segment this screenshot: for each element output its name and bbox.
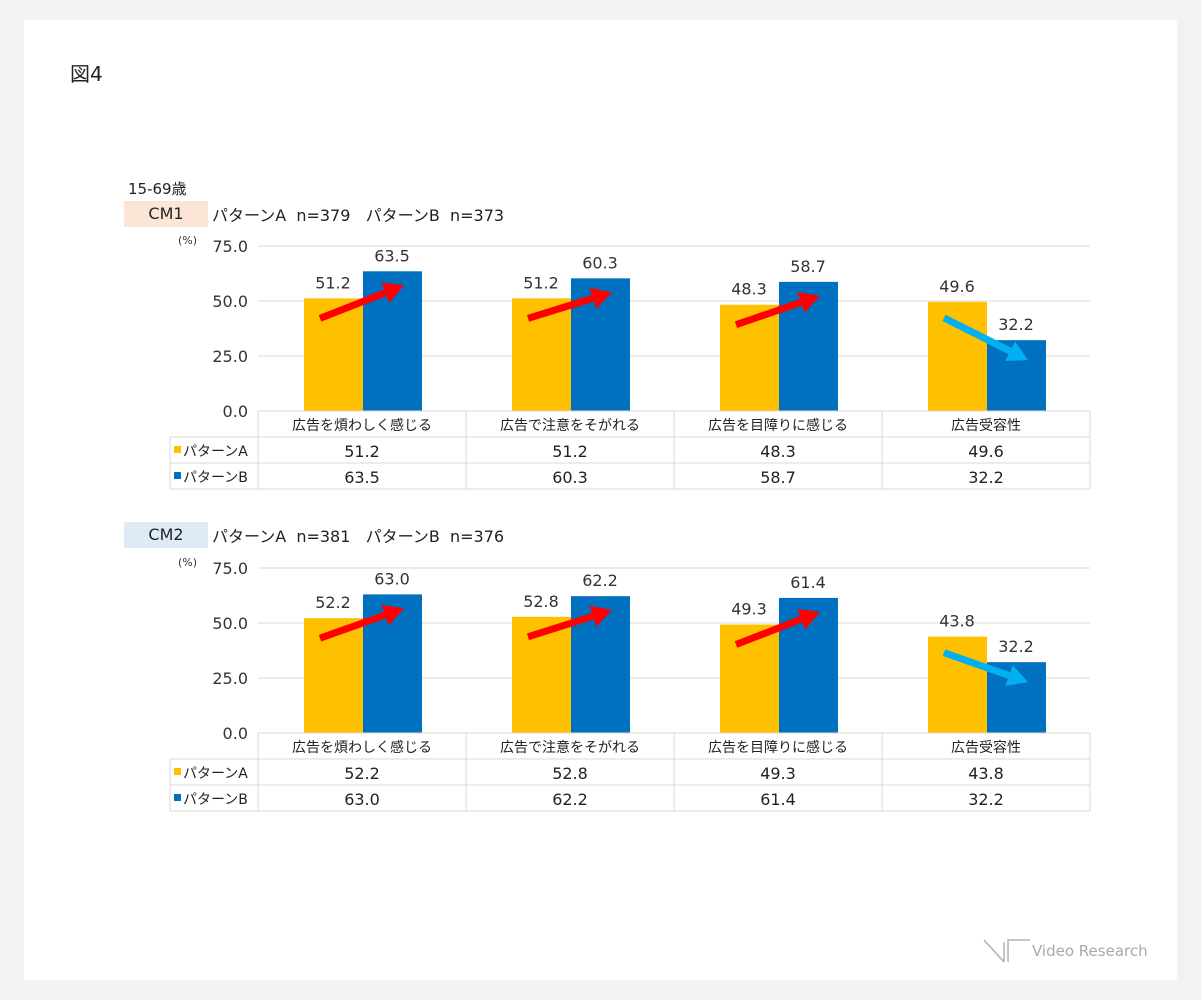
chart2-category-label: 広告で注意をそがれる	[500, 739, 640, 756]
chart2-increase-arrow	[318, 611, 387, 642]
chart1-data-label-a: 51.2	[315, 273, 351, 292]
cm2-tag: CM2	[124, 522, 208, 548]
figure-card	[24, 20, 1177, 980]
chart1-table-value: 32.2	[968, 468, 1004, 487]
chart1-decrease-arrow	[942, 314, 1012, 355]
chart1-increase-arrow	[526, 294, 594, 322]
chart2-bar-pattern-a	[304, 618, 363, 733]
chart2-y-tick-label: 50.0	[212, 614, 248, 633]
chart1-increase-arrowhead-icon	[589, 287, 612, 309]
chart2-data-label-a: 43.8	[939, 612, 975, 631]
cm1-tag: CM1	[124, 201, 208, 227]
chart1-y-tick-label: 50.0	[212, 292, 248, 311]
cm1-sample-size: パターンA n=379 パターンB n=373	[212, 206, 505, 225]
chart2-table-value: 32.2	[968, 790, 1004, 809]
chart2-data-label-a: 52.8	[523, 592, 559, 611]
chart2-legend-swatch-a	[174, 768, 181, 775]
chart2-increase-arrowhead-icon	[797, 608, 820, 630]
chart2-bar-pattern-a	[928, 636, 987, 733]
chart2-data-label-a: 49.3	[731, 600, 767, 619]
chart2-legend-swatch-b	[174, 794, 181, 801]
logo-mark-icon	[983, 939, 1030, 963]
chart1-legend-label-b: パターンB	[183, 470, 248, 486]
chart1-table-value: 63.5	[344, 468, 380, 487]
chart1-table-value: 48.3	[760, 442, 796, 461]
chart1-increase-arrowhead-icon	[381, 282, 404, 303]
chart1-category-label: 広告で注意をそがれる	[500, 417, 640, 434]
chart2-data-label-a: 52.2	[315, 593, 351, 612]
chart1-bar-pattern-a	[928, 301, 987, 411]
chart1-category-label: 広告を目障りに感じる	[708, 417, 848, 434]
chart1-table-value: 58.7	[760, 468, 796, 487]
chart2-increase-arrowhead-icon	[381, 604, 404, 626]
cm2-header: CM2 パターンA n=381 パターンB n=376	[124, 522, 504, 548]
chart2-table-value: 52.8	[552, 764, 588, 783]
figure-label: 図4	[70, 62, 103, 86]
cm2-sample-size: パターンA n=381 パターンB n=376	[212, 527, 505, 546]
chart2-y-tick-label: 75.0	[212, 559, 248, 578]
chart1-y-tick-label: 25.0	[212, 347, 248, 366]
chart2-increase-arrowhead-icon	[589, 605, 612, 627]
chart1-increase-arrow	[318, 289, 387, 322]
chart2-decrease-arrowhead-icon	[1005, 665, 1028, 686]
chart2-y-tick-label: 25.0	[212, 669, 248, 688]
chart1-y-tick-label: 75.0	[212, 237, 248, 256]
video-research-logo: Video Research	[982, 936, 1148, 966]
chart2-category-label: 広告を目障りに感じる	[708, 739, 848, 756]
chart2-table-value: 49.3	[760, 764, 796, 783]
chart1-legend-label-a: パターンA	[183, 444, 248, 460]
chart2-category-label: 広告受容性	[951, 739, 1021, 756]
chart1-data-label-b: 60.3	[582, 253, 618, 272]
chart1-y-tick-label: 0.0	[223, 402, 248, 421]
chart1-data-label-a: 51.2	[523, 273, 559, 292]
chart1-data-label-a: 49.6	[939, 277, 975, 296]
chart1-category-label: 広告を煩わしく感じる	[292, 417, 432, 434]
logo-text: Video Research	[1032, 942, 1148, 960]
chart2-table-value: 61.4	[760, 790, 796, 809]
chart1-data-label-b: 32.2	[998, 315, 1034, 334]
cm1-header: CM1 パターンA n=379 パターンB n=373	[124, 201, 504, 227]
chart1-decrease-arrowhead-icon	[1005, 341, 1028, 361]
chart1-y-unit-label: (%)	[178, 234, 197, 247]
chart1-table-value: 49.6	[968, 442, 1004, 461]
chart1-table-value: 51.2	[552, 442, 588, 461]
chart2-increase-arrow	[526, 612, 594, 641]
chart1-data-label-a: 48.3	[731, 280, 767, 299]
chart1-legend-swatch-a	[174, 446, 181, 453]
chart2-data-label-b: 62.2	[582, 571, 618, 590]
chart2-data-label-b: 63.0	[374, 569, 410, 588]
chart2-legend-label-b: パターンB	[183, 792, 248, 808]
chart2-data-label-b: 61.4	[790, 573, 826, 592]
chart2-legend-label-a: パターンA	[183, 766, 248, 782]
chart2-decrease-arrow	[942, 649, 1011, 679]
chart1-bar-pattern-a	[304, 298, 363, 411]
chart1-table-value: 60.3	[552, 468, 588, 487]
chart1-increase-arrow	[734, 299, 803, 329]
chart2-table-value: 62.2	[552, 790, 588, 809]
chart1-data-label-b: 58.7	[790, 257, 826, 276]
chart1-category-label: 広告受容性	[951, 417, 1021, 434]
chart2-y-unit-label: (%)	[178, 556, 197, 569]
chart2-data-label-b: 32.2	[998, 637, 1034, 656]
chart2-table-value: 43.8	[968, 764, 1004, 783]
chart2-increase-arrow	[734, 615, 803, 648]
chart2-table-value: 52.2	[344, 764, 380, 783]
chart2-category-label: 広告を煩わしく感じる	[292, 739, 432, 756]
chart1-increase-arrowhead-icon	[797, 291, 820, 313]
age-label: 15-69歳	[128, 180, 187, 198]
chart1-data-label-b: 63.5	[374, 246, 410, 265]
chart1-legend-swatch-b	[174, 472, 181, 479]
chart2-table-value: 63.0	[344, 790, 380, 809]
chart1-table-value: 51.2	[344, 442, 380, 461]
chart2-y-tick-label: 0.0	[223, 724, 248, 743]
